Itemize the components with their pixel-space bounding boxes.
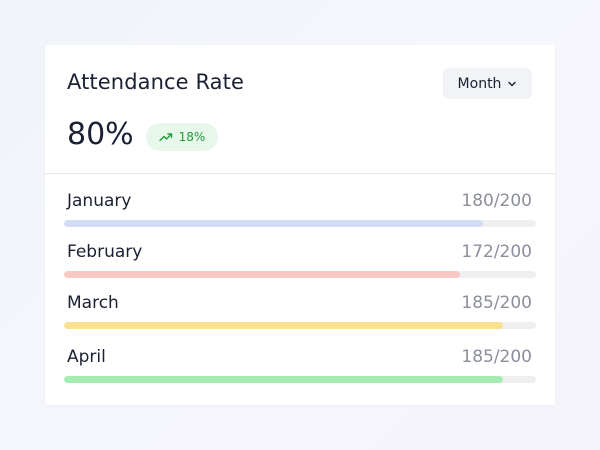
month-count: 185/200 xyxy=(461,347,532,367)
progress-fill xyxy=(64,376,503,383)
month-count: 172/200 xyxy=(461,242,532,262)
month-label: April xyxy=(67,347,106,367)
progress-fill xyxy=(64,271,461,278)
attendance-card: Attendance Rate Month 80% 18% January 18… xyxy=(45,45,555,405)
trend-badge-label: 18% xyxy=(178,130,206,144)
attendance-rate-value: 80% xyxy=(67,117,134,152)
month-row-january: January 180/200 xyxy=(45,191,555,241)
trending-up-icon xyxy=(158,132,173,142)
month-row-february: February 172/200 xyxy=(45,242,555,292)
progress-track xyxy=(64,220,536,227)
card-title: Attendance Rate xyxy=(67,70,244,94)
chevron-down-icon xyxy=(507,79,517,89)
month-label: March xyxy=(67,293,119,313)
progress-fill xyxy=(64,220,484,227)
month-label: January xyxy=(67,191,132,211)
month-label: February xyxy=(67,242,143,262)
period-dropdown-label: Month xyxy=(457,75,502,92)
trend-badge: 18% xyxy=(146,123,218,151)
month-row-april: April 185/200 xyxy=(45,347,555,397)
progress-track xyxy=(64,376,536,383)
period-dropdown[interactable]: Month xyxy=(443,68,532,99)
progress-track xyxy=(64,271,536,278)
progress-track xyxy=(64,322,536,329)
progress-fill xyxy=(64,322,503,329)
month-count: 185/200 xyxy=(461,293,532,313)
month-count: 180/200 xyxy=(461,191,532,211)
card-header: Attendance Rate Month 80% 18% xyxy=(45,45,555,174)
month-row-march: March 185/200 xyxy=(45,293,555,343)
